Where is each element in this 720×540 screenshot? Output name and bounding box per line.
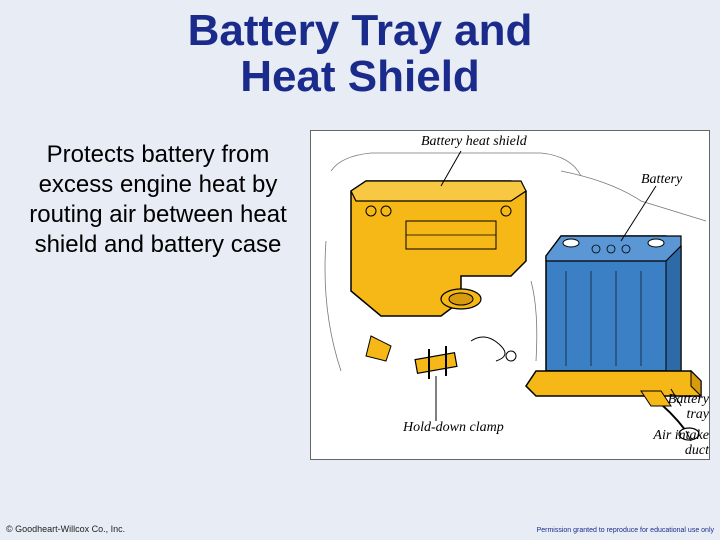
copyright-text: © Goodheart-Willcox Co., Inc. [6,524,125,534]
callout-hold-down: Hold-down clamp [403,421,504,436]
callout-heat-shield: Battery heat shield [421,135,527,150]
battery-diagram: Battery heat shield Battery Hold-down cl… [310,130,710,460]
battery-shape [546,236,681,371]
permission-text: Permission granted to reproduce for educ… [537,527,714,534]
body-text: Protects battery from excess engine heat… [10,130,306,260]
title-line-2: Heat Shield [240,52,480,101]
hold-down-clamp-shape [366,336,516,379]
page-title: Battery Tray and Heat Shield [0,0,720,100]
heat-shield-shape [351,181,526,316]
callout-battery: Battery [641,173,682,188]
title-line-1: Battery Tray and [188,6,533,55]
callout-tray: Battery tray [653,393,709,422]
callout-air-intake: Air intake duct [646,429,709,458]
content-row: Protects battery from excess engine heat… [0,130,720,460]
